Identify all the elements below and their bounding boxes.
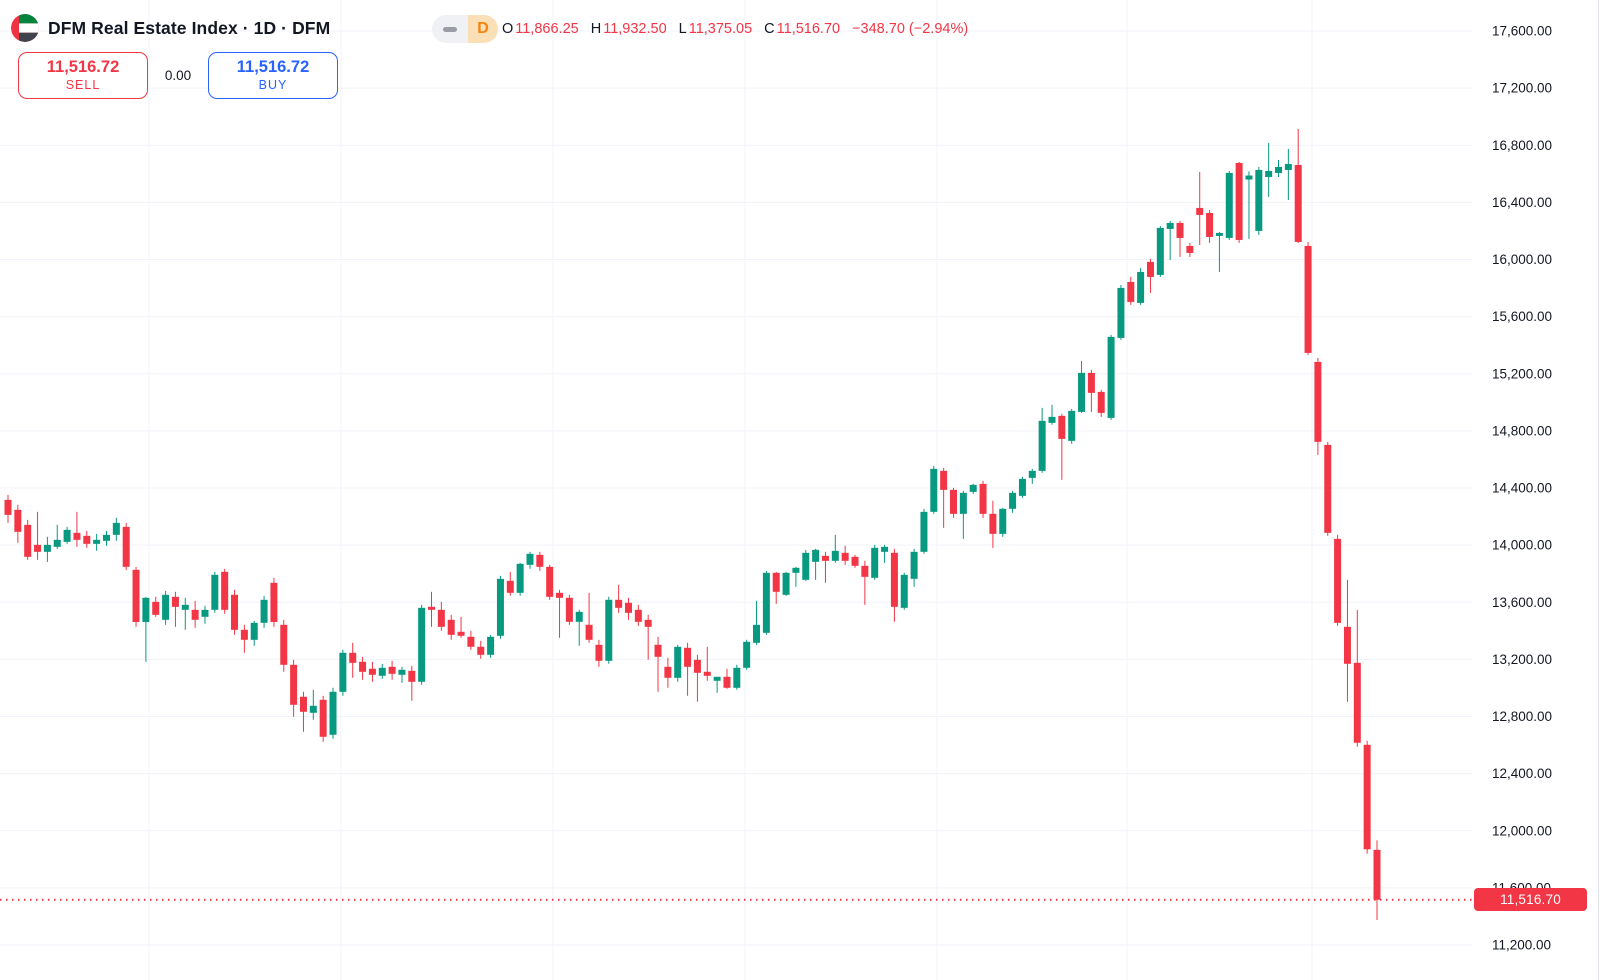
symbol-row: DFM Real Estate Index · 1D · DFM [11,13,330,43]
close-label: C [764,21,775,37]
chart-header: DFM Real Estate Index · 1D · DFM D O 11,… [0,0,1450,110]
svg-text:15,200.00: 15,200.00 [1492,366,1552,381]
pill-dash-segment[interactable] [432,15,468,43]
svg-text:11,200.00: 11,200.00 [1492,938,1551,953]
svg-text:14,800.00: 14,800.00 [1492,423,1552,438]
svg-text:12,800.00: 12,800.00 [1492,709,1552,724]
buy-label: BUY [258,78,288,92]
high-label: H [590,21,602,37]
sell-button[interactable]: 11,516.72 SELL [18,52,148,99]
buy-price: 11,516.72 [236,58,310,76]
current-price-tag: 11,516.70 [1474,888,1587,912]
interval-badge[interactable]: D [468,15,498,43]
uae-flag-icon [11,14,39,42]
symbol-title[interactable]: DFM Real Estate Index · 1D · DFM [48,17,331,38]
spread-value: 0.00 [164,68,192,83]
svg-text:12,400.00: 12,400.00 [1492,766,1552,781]
sell-price: 11,516.72 [46,58,120,76]
svg-text:14,400.00: 14,400.00 [1492,481,1552,496]
ohlc-legend: O 11,866.25 H 11,932.50 L 11,375.05 C 11… [502,17,968,41]
svg-text:13,600.00: 13,600.00 [1492,595,1552,610]
open-label: O [502,21,514,37]
interval-pill[interactable]: D [432,15,498,43]
svg-text:16,400.00: 16,400.00 [1492,195,1552,210]
svg-text:16,800.00: 16,800.00 [1492,138,1552,153]
sell-label: SELL [65,78,101,92]
svg-text:16,000.00: 16,000.00 [1492,252,1552,267]
svg-text:14,000.00: 14,000.00 [1492,538,1552,553]
svg-text:12,000.00: 12,000.00 [1492,823,1552,838]
dash-icon [443,26,457,32]
low-label: L [678,21,687,37]
svg-text:15,600.00: 15,600.00 [1492,309,1552,324]
high-value: 11,932.50 [603,21,667,37]
close-value: 11,516.70 [776,21,841,37]
low-value: 11,375.05 [688,21,753,37]
open-value: 11,866.25 [515,21,579,37]
svg-text:17,200.00: 17,200.00 [1492,81,1552,96]
svg-text:17,600.00: 17,600.00 [1492,24,1552,39]
buy-button[interactable]: 11,516.72 BUY [208,52,338,99]
svg-text:13,200.00: 13,200.00 [1492,652,1552,667]
change-value: −348.70 (−2.94%) [852,21,969,37]
